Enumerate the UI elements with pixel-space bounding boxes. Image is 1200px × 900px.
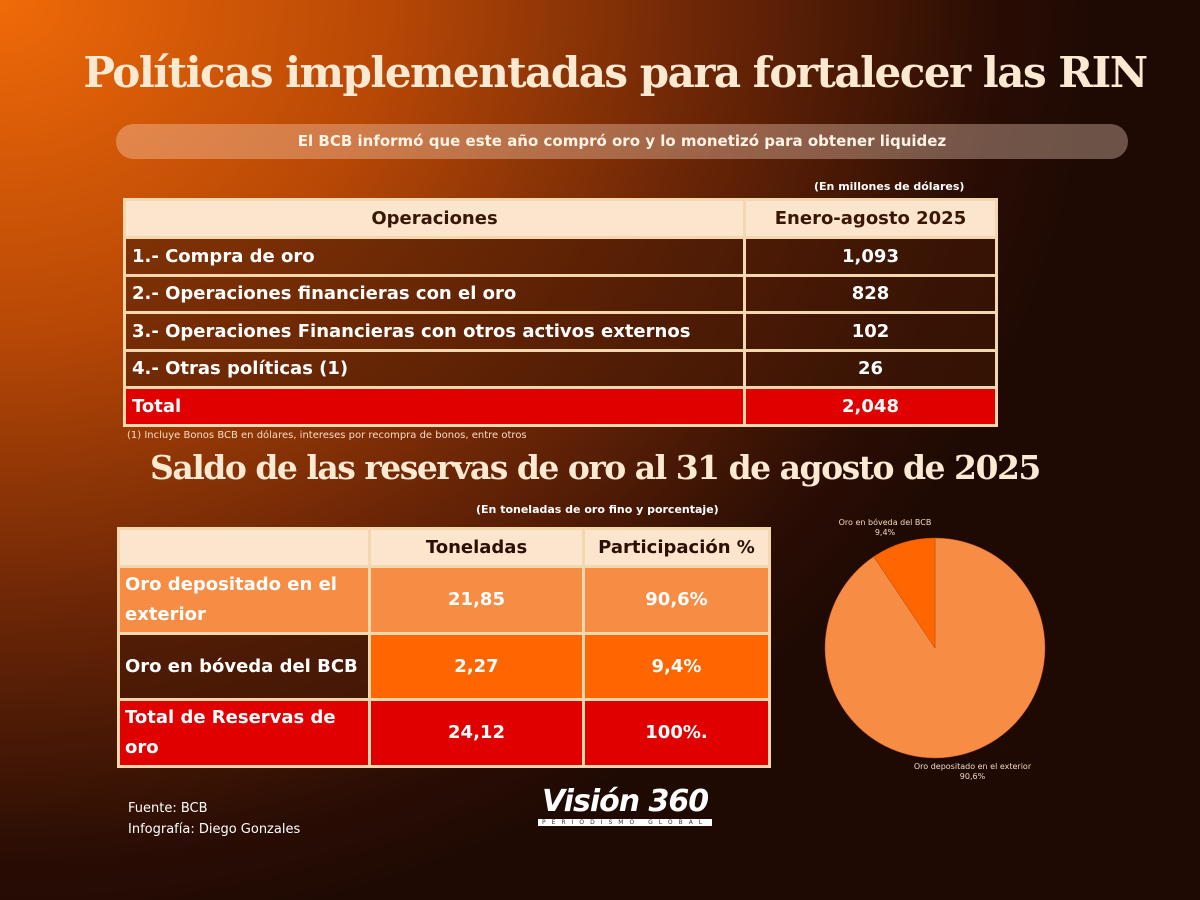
row-label: 3.- Operaciones Financieras con otros ac… [123,311,746,352]
row-share: 100%. [582,698,771,768]
credit-text: Infografía: Diego Gonzales [128,822,301,837]
source-text: Fuente: BCB [128,801,208,816]
row-value: 102 [743,311,998,352]
pie-label-name: Oro depositado en el exterior [913,762,1032,771]
row-label: Total de Reservas de oro [117,698,371,768]
header-operaciones: Operaciones [123,198,746,239]
subtitle-banner: El BCB informó que este año compró oro y… [116,124,1128,159]
row-tons: 2,27 [368,632,585,701]
section-title: Saldo de las reservas de oro al 31 de ag… [150,448,1041,487]
total-row: Total 2,048 [123,386,998,427]
pie-slice-boveda [873,537,936,649]
table-row: Oro en bóveda del BCB 2,27 9,4% [117,632,771,701]
operations-table: Operaciones Enero-agosto 2025 1.- Compra … [123,198,998,427]
row-label: Oro en bóveda del BCB [117,632,371,701]
footnote: (1) Incluye Bonos BCB en dólares, intere… [127,430,527,441]
table-row: Oro depositado en el exterior 21,85 90,6% [117,565,771,635]
row-label: 1.- Compra de oro [123,236,746,277]
pie-label-boveda: Oro en bóveda del BCB 9,4% [830,518,940,538]
table-row: 2.- Operaciones financieras con el oro 82… [123,273,998,314]
row-share: 9,4% [582,632,771,701]
table-row: Total de Reservas de oro 24,12 100%. [117,698,771,768]
table-row: 4.- Otras políticas (1) 26 [123,348,998,389]
row-value: 1,093 [743,236,998,277]
pie-label-value: 9,4% [874,528,896,537]
pie-label-value: 90,6% [959,772,986,781]
row-value: 828 [743,273,998,314]
header-participacion: Participación % [582,527,771,568]
vision360-logo: Visión 360 PERIODISMO GLOBAL [538,784,713,826]
logo-tagline: PERIODISMO GLOBAL [538,819,713,826]
pie-label-name: Oro en bóveda del BCB [838,518,932,527]
page-title: Políticas implementadas para fortalecer … [83,48,1148,97]
row-tons: 24,12 [368,698,585,768]
table-row: 3.- Operaciones Financieras con otros ac… [123,311,998,352]
gold-reserves-table: Toneladas Participación % Oro depositado … [117,527,771,768]
row-label: 2.- Operaciones financieras con el oro [123,273,746,314]
logo-text: Visión 360 [541,784,709,819]
table2-unit-note: (En toneladas de oro fino y porcentaje) [476,503,719,516]
row-label: 4.- Otras políticas (1) [123,348,746,389]
table-row: 1.- Compra de oro 1,093 [123,236,998,277]
credits: Fuente: BCB Infografía: Diego Gonzales [128,798,300,840]
row-share: 90,6% [582,565,771,635]
total-label: Total [123,386,746,427]
pie-label-exterior: Oro depositado en el exterior 90,6% [900,762,1045,782]
header-period: Enero-agosto 2025 [743,198,998,239]
header-toneladas: Toneladas [368,527,585,568]
total-value: 2,048 [743,386,998,427]
table1-unit-note: (En millones de dólares) [814,180,965,193]
row-value: 26 [743,348,998,389]
row-label: Oro depositado en el exterior [117,565,371,635]
row-tons: 21,85 [368,565,585,635]
header-empty [117,527,371,568]
